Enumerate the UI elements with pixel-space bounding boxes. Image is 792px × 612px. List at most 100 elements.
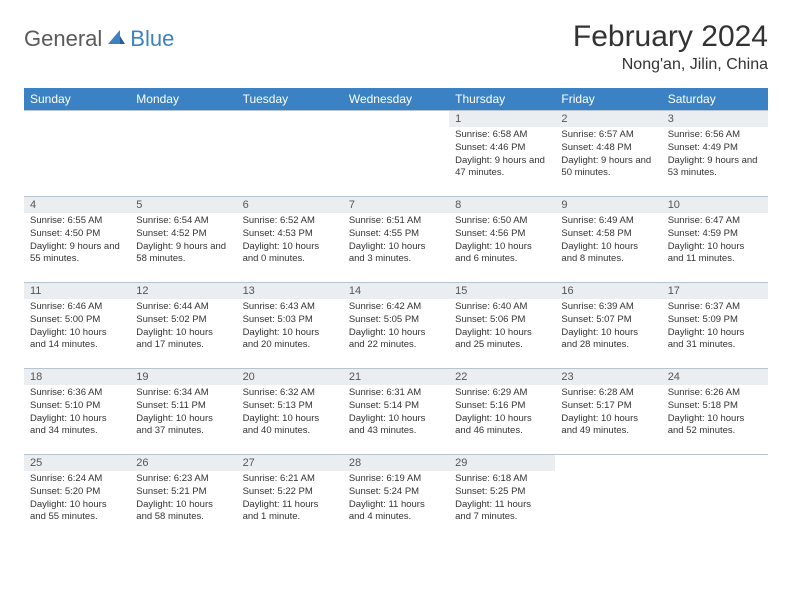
sunrise-text: Sunrise: 6:19 AM xyxy=(349,473,443,486)
sunrise-text: Sunrise: 6:36 AM xyxy=(30,387,124,400)
day-number: 11 xyxy=(24,283,130,299)
day-header-row: Sunday Monday Tuesday Wednesday Thursday… xyxy=(24,88,768,111)
sunrise-text: Sunrise: 6:47 AM xyxy=(668,215,762,228)
calendar-cell: 3Sunrise: 6:56 AMSunset: 4:49 PMDaylight… xyxy=(662,111,768,197)
day-number xyxy=(343,111,449,115)
day-number xyxy=(237,111,343,115)
day-number xyxy=(24,111,130,115)
day-header: Saturday xyxy=(662,88,768,111)
daylight-text: Daylight: 10 hours and 34 minutes. xyxy=(30,413,124,439)
day-data: Sunrise: 6:44 AMSunset: 5:02 PMDaylight:… xyxy=(130,299,236,356)
day-number: 26 xyxy=(130,455,236,471)
title-block: February 2024 Nong'an, Jilin, China xyxy=(573,20,768,74)
sunrise-text: Sunrise: 6:39 AM xyxy=(561,301,655,314)
day-data: Sunrise: 6:31 AMSunset: 5:14 PMDaylight:… xyxy=(343,385,449,442)
sunset-text: Sunset: 5:03 PM xyxy=(243,314,337,327)
logo-text-general: General xyxy=(24,26,102,52)
calendar-cell xyxy=(343,111,449,197)
day-header: Friday xyxy=(555,88,661,111)
calendar-cell: 10Sunrise: 6:47 AMSunset: 4:59 PMDayligh… xyxy=(662,197,768,283)
calendar-cell: 17Sunrise: 6:37 AMSunset: 5:09 PMDayligh… xyxy=(662,283,768,369)
day-number: 20 xyxy=(237,369,343,385)
calendar-cell: 28Sunrise: 6:19 AMSunset: 5:24 PMDayligh… xyxy=(343,455,449,541)
daylight-text: Daylight: 10 hours and 17 minutes. xyxy=(136,327,230,353)
calendar-week-row: 4Sunrise: 6:55 AMSunset: 4:50 PMDaylight… xyxy=(24,197,768,283)
day-data: Sunrise: 6:28 AMSunset: 5:17 PMDaylight:… xyxy=(555,385,661,442)
day-header: Monday xyxy=(130,88,236,111)
month-title: February 2024 xyxy=(573,20,768,54)
day-data: Sunrise: 6:42 AMSunset: 5:05 PMDaylight:… xyxy=(343,299,449,356)
calendar-table: Sunday Monday Tuesday Wednesday Thursday… xyxy=(24,88,768,541)
calendar-cell: 24Sunrise: 6:26 AMSunset: 5:18 PMDayligh… xyxy=(662,369,768,455)
day-number: 29 xyxy=(449,455,555,471)
day-number: 21 xyxy=(343,369,449,385)
sunset-text: Sunset: 5:07 PM xyxy=(561,314,655,327)
day-data: Sunrise: 6:58 AMSunset: 4:46 PMDaylight:… xyxy=(449,127,555,184)
daylight-text: Daylight: 10 hours and 46 minutes. xyxy=(455,413,549,439)
day-number: 14 xyxy=(343,283,449,299)
calendar-cell: 11Sunrise: 6:46 AMSunset: 5:00 PMDayligh… xyxy=(24,283,130,369)
daylight-text: Daylight: 10 hours and 6 minutes. xyxy=(455,241,549,267)
day-data: Sunrise: 6:36 AMSunset: 5:10 PMDaylight:… xyxy=(24,385,130,442)
day-number: 1 xyxy=(449,111,555,127)
sunset-text: Sunset: 5:17 PM xyxy=(561,400,655,413)
sunrise-text: Sunrise: 6:40 AM xyxy=(455,301,549,314)
daylight-text: Daylight: 10 hours and 43 minutes. xyxy=(349,413,443,439)
sunset-text: Sunset: 4:50 PM xyxy=(30,228,124,241)
sunrise-text: Sunrise: 6:26 AM xyxy=(668,387,762,400)
calendar-cell: 26Sunrise: 6:23 AMSunset: 5:21 PMDayligh… xyxy=(130,455,236,541)
calendar-cell xyxy=(237,111,343,197)
sunrise-text: Sunrise: 6:58 AM xyxy=(455,129,549,142)
daylight-text: Daylight: 10 hours and 55 minutes. xyxy=(30,499,124,525)
day-data: Sunrise: 6:46 AMSunset: 5:00 PMDaylight:… xyxy=(24,299,130,356)
sunrise-text: Sunrise: 6:52 AM xyxy=(243,215,337,228)
sunrise-text: Sunrise: 6:34 AM xyxy=(136,387,230,400)
day-data: Sunrise: 6:39 AMSunset: 5:07 PMDaylight:… xyxy=(555,299,661,356)
calendar-cell: 15Sunrise: 6:40 AMSunset: 5:06 PMDayligh… xyxy=(449,283,555,369)
calendar-cell: 4Sunrise: 6:55 AMSunset: 4:50 PMDaylight… xyxy=(24,197,130,283)
day-number: 8 xyxy=(449,197,555,213)
calendar-cell: 21Sunrise: 6:31 AMSunset: 5:14 PMDayligh… xyxy=(343,369,449,455)
day-number: 18 xyxy=(24,369,130,385)
calendar-cell: 20Sunrise: 6:32 AMSunset: 5:13 PMDayligh… xyxy=(237,369,343,455)
sunrise-text: Sunrise: 6:57 AM xyxy=(561,129,655,142)
daylight-text: Daylight: 9 hours and 53 minutes. xyxy=(668,155,762,181)
daylight-text: Daylight: 11 hours and 4 minutes. xyxy=(349,499,443,525)
day-number xyxy=(662,455,768,459)
calendar-cell: 25Sunrise: 6:24 AMSunset: 5:20 PMDayligh… xyxy=(24,455,130,541)
sunset-text: Sunset: 5:22 PM xyxy=(243,486,337,499)
calendar-cell: 14Sunrise: 6:42 AMSunset: 5:05 PMDayligh… xyxy=(343,283,449,369)
sunrise-text: Sunrise: 6:54 AM xyxy=(136,215,230,228)
sunset-text: Sunset: 5:05 PM xyxy=(349,314,443,327)
calendar-week-row: 18Sunrise: 6:36 AMSunset: 5:10 PMDayligh… xyxy=(24,369,768,455)
day-data: Sunrise: 6:49 AMSunset: 4:58 PMDaylight:… xyxy=(555,213,661,270)
sunset-text: Sunset: 5:11 PM xyxy=(136,400,230,413)
sunset-text: Sunset: 5:20 PM xyxy=(30,486,124,499)
calendar-cell: 7Sunrise: 6:51 AMSunset: 4:55 PMDaylight… xyxy=(343,197,449,283)
calendar-cell: 22Sunrise: 6:29 AMSunset: 5:16 PMDayligh… xyxy=(449,369,555,455)
daylight-text: Daylight: 10 hours and 22 minutes. xyxy=(349,327,443,353)
day-data: Sunrise: 6:21 AMSunset: 5:22 PMDaylight:… xyxy=(237,471,343,528)
daylight-text: Daylight: 10 hours and 37 minutes. xyxy=(136,413,230,439)
day-number: 2 xyxy=(555,111,661,127)
day-number: 16 xyxy=(555,283,661,299)
logo-sail-icon xyxy=(106,28,126,51)
day-data: Sunrise: 6:47 AMSunset: 4:59 PMDaylight:… xyxy=(662,213,768,270)
sunrise-text: Sunrise: 6:37 AM xyxy=(668,301,762,314)
sunrise-text: Sunrise: 6:51 AM xyxy=(349,215,443,228)
daylight-text: Daylight: 10 hours and 40 minutes. xyxy=(243,413,337,439)
sunrise-text: Sunrise: 6:56 AM xyxy=(668,129,762,142)
daylight-text: Daylight: 10 hours and 11 minutes. xyxy=(668,241,762,267)
sunset-text: Sunset: 4:52 PM xyxy=(136,228,230,241)
sunset-text: Sunset: 4:46 PM xyxy=(455,142,549,155)
day-data: Sunrise: 6:40 AMSunset: 5:06 PMDaylight:… xyxy=(449,299,555,356)
day-header: Thursday xyxy=(449,88,555,111)
calendar-week-row: 1Sunrise: 6:58 AMSunset: 4:46 PMDaylight… xyxy=(24,111,768,197)
day-number: 15 xyxy=(449,283,555,299)
daylight-text: Daylight: 10 hours and 58 minutes. xyxy=(136,499,230,525)
daylight-text: Daylight: 10 hours and 31 minutes. xyxy=(668,327,762,353)
day-data: Sunrise: 6:34 AMSunset: 5:11 PMDaylight:… xyxy=(130,385,236,442)
calendar-cell: 13Sunrise: 6:43 AMSunset: 5:03 PMDayligh… xyxy=(237,283,343,369)
day-number: 7 xyxy=(343,197,449,213)
sunset-text: Sunset: 4:56 PM xyxy=(455,228,549,241)
